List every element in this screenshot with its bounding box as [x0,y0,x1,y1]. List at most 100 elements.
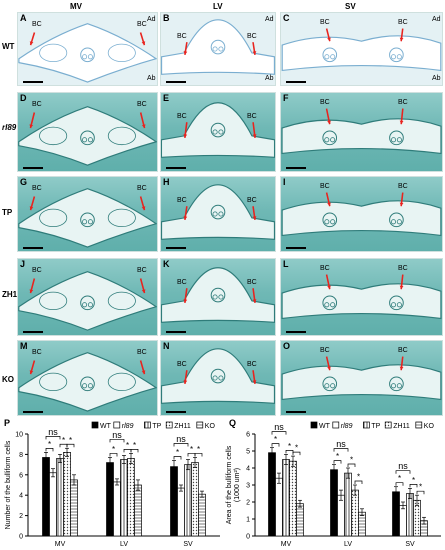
vascular-bundle [210,39,226,55]
y-axis-label: Area of the bulliform cells [226,445,233,524]
bc-label: BC [320,347,330,354]
bar [70,479,78,537]
vessel-cell [87,383,93,389]
column-header-sv: SV [345,2,356,11]
vessel-cell [218,375,224,381]
vessel-cell [212,129,218,135]
scale-bar [166,247,186,249]
significance-label: * [197,445,200,454]
legend-label: WT [100,423,112,430]
y-tick-label: 0 [19,534,23,541]
vessel-cell [82,219,88,225]
bc-arrowhead [141,206,146,211]
scale-bar [23,247,43,249]
panel-letter-n: N [163,341,170,351]
legend-label: KO [424,423,435,430]
leaf-section-outline [281,283,442,320]
row-label-zh11: ZH11 [2,290,22,299]
air-space [39,291,68,311]
scale-bar [23,81,43,83]
micrograph-drawing [161,19,275,75]
air-space [39,372,68,392]
bc-label: BC [137,21,147,28]
panel-letter-k: K [163,259,170,269]
vessel-cell [87,137,93,143]
bar [337,494,345,537]
bc-label: BC [177,279,187,286]
vessel-cell [212,211,218,217]
micrograph-panel-j: J BC BC [17,258,158,336]
column-header-lv: LV [213,2,223,11]
legend-swatch [363,421,370,429]
bc-arrowhead [399,366,404,371]
scale-bar [286,411,306,413]
micrograph-panel-o: O BC BC [280,340,443,416]
micrograph-panel-n: N BC BC [160,340,276,416]
vascular-bundle [322,212,338,228]
row-label-tp: TP [2,208,13,217]
vascular-bundle [210,204,226,220]
x-tick-label: LV [120,541,128,548]
bc-arrowhead [252,134,257,138]
bc-arrowhead [183,51,188,55]
vessel-cell [390,302,397,308]
bar [344,472,352,537]
significance-label: ns [112,430,122,440]
legend-swatch [332,421,340,429]
micrograph-panel-h: H BC BC [160,176,276,252]
chart-p-letter: P [4,418,11,428]
significance-label: * [62,436,65,445]
bar [296,503,304,537]
chart-q: Q 0 1 2 3 4 5 6 Area of the bulliform cells (100… [225,418,445,550]
corner-label-ab: Ab [147,75,156,82]
vascular-bundle [80,47,95,63]
legend-swatch [196,421,204,429]
corner-label-ad: Ad [432,16,441,23]
significance-label: * [126,441,129,450]
bar [127,458,135,537]
chart-q-letter: Q [229,418,237,428]
bc-label: BC [177,361,187,368]
vessel-cell [82,302,88,308]
bar [268,452,276,537]
vascular-bundle [80,376,95,392]
micrograph-panel-a: A BC BC Ad Ab [17,12,158,86]
legend-label: KO [205,423,216,430]
bar [56,458,64,537]
vessel-cell [324,302,330,308]
row-label-wt: WT [2,42,15,51]
micrograph-drawing [281,356,442,401]
scale-bar [286,247,306,249]
significance-bracket [271,443,280,447]
bc-label: BC [320,99,330,106]
bc-label: BC [137,349,147,356]
bc-label: BC [247,361,257,368]
panel-letter-l: L [283,259,289,269]
vessel-cell [212,375,218,381]
vascular-bundle [389,212,404,228]
bar [42,457,50,537]
micrograph-drawing [281,28,442,72]
y-axis-label: Number of the bulliform cells [5,440,12,529]
y-tick-label: 5 [246,449,250,456]
vascular-bundle [322,376,338,392]
legend-label: ZH11 [174,423,191,430]
bc-arrowhead [141,289,146,294]
vascular-bundle [210,368,226,384]
y-tick-label: 6 [246,432,250,439]
bc-arrowhead [252,216,257,220]
micrograph-panel-e: E BC BC [160,92,276,172]
significance-bracket [354,480,363,484]
bar [49,472,57,537]
bc-arrowhead [327,37,331,42]
bc-label: BC [398,99,408,106]
significance-label: ns [274,422,284,432]
x-tick-label: SV [183,541,193,548]
air-space [107,43,136,63]
legend-swatch [91,421,99,429]
micrograph-panel-m: M BC BC [17,340,158,416]
bc-label: BC [398,19,408,26]
panel-letter-o: O [283,341,291,351]
bc-label: BC [32,185,42,192]
scale-bar [286,167,306,169]
